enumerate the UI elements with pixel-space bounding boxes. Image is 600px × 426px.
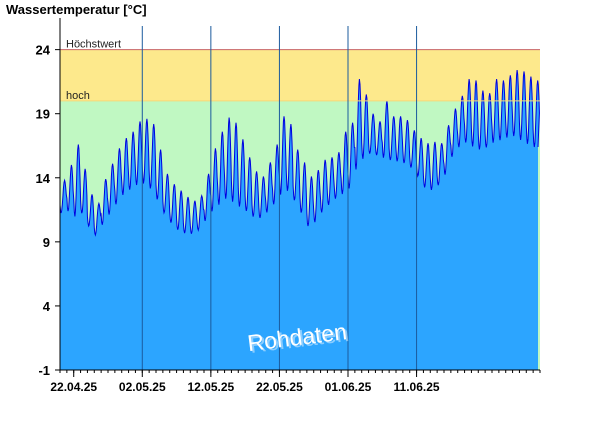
x-tick-label: 02.05.25 xyxy=(119,380,166,394)
threshold-label-hoechstwert: Höchstwert xyxy=(66,39,121,51)
threshold-label-hoch: hoch xyxy=(66,90,90,102)
y-tick-label: 24 xyxy=(36,43,51,58)
y-tick-label: 9 xyxy=(43,235,50,250)
plot-area: Höchstwert hoch -1 4 9 14 19 24 22.04.25 02.05.25… xyxy=(36,18,541,394)
temperature-line xyxy=(59,70,540,237)
x-tick-label: 22.05.25 xyxy=(256,380,303,394)
y-tick-label: -1 xyxy=(38,363,50,378)
x-tick-label: 22.04.25 xyxy=(50,380,97,394)
temperature-area xyxy=(60,70,540,370)
y-tick-label: 14 xyxy=(36,171,51,186)
x-tick-label: 01.06.25 xyxy=(325,380,372,394)
y-tick-label: 19 xyxy=(36,107,50,122)
x-tick-label: 12.05.25 xyxy=(187,380,234,394)
chart-title: Wassertemperatur [°C] xyxy=(6,2,147,17)
band-hoechstwert xyxy=(60,49,540,101)
x-tick-label: 11.06.25 xyxy=(394,380,440,394)
y-tick-label: 4 xyxy=(43,299,51,314)
